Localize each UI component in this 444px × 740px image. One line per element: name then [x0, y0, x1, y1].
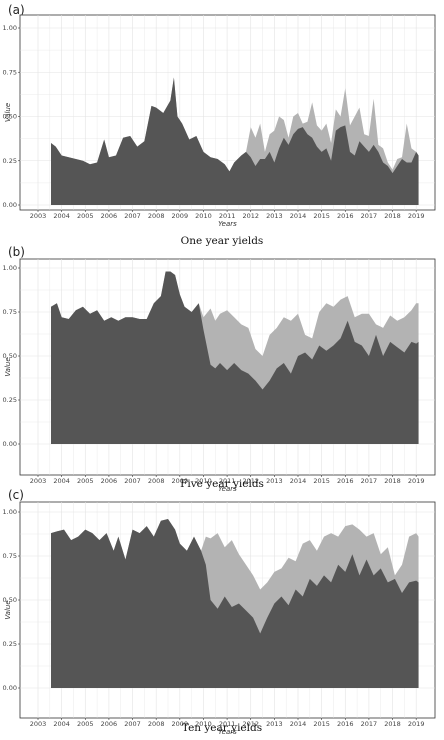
x-tick-label: 2013 — [266, 212, 283, 220]
y-axis-title: Value — [4, 357, 12, 376]
area-series-front — [51, 519, 419, 688]
area-series-front — [51, 77, 419, 205]
x-tick-label: 2010 — [195, 477, 212, 485]
panel-caption: One year yields — [181, 235, 264, 247]
x-tick-label: 2014 — [290, 477, 307, 485]
y-tick-label: 0.25 — [3, 157, 17, 165]
x-tick-label: 2013 — [266, 720, 283, 728]
x-tick-label: 2015 — [313, 477, 330, 485]
x-tick-label: 2007 — [124, 720, 141, 728]
x-tick-label: 2016 — [337, 477, 354, 485]
y-tick-label: 1.00 — [3, 508, 17, 516]
x-tick-label: 2004 — [53, 212, 70, 220]
x-axis-title: Years — [218, 485, 237, 493]
y-axis-title: Value — [4, 103, 12, 122]
x-tick-label: 2007 — [124, 477, 141, 485]
x-tick-label: 2005 — [77, 212, 94, 220]
panel-tag: (b) — [8, 245, 25, 259]
x-axis-title: Years — [218, 728, 237, 736]
panel-tag: (a) — [8, 3, 25, 17]
y-tick-label: 1.00 — [3, 264, 17, 272]
x-axis-title: Years — [218, 220, 237, 228]
x-tick-label: 2003 — [30, 212, 47, 220]
y-tick-label: 0.50 — [3, 352, 17, 360]
y-tick-label: 1.00 — [3, 24, 17, 32]
y-axis-title: Value — [4, 600, 12, 619]
x-tick-label: 2010 — [195, 720, 212, 728]
panel-caption: Ten year yields — [182, 722, 262, 734]
x-tick-label: 2014 — [290, 212, 307, 220]
x-tick-label: 2004 — [53, 477, 70, 485]
x-tick-label: 2009 — [172, 212, 189, 220]
x-tick-label: 2009 — [172, 720, 189, 728]
x-tick-label: 2019 — [408, 720, 425, 728]
x-tick-label: 2018 — [384, 477, 401, 485]
x-tick-label: 2013 — [266, 477, 283, 485]
y-tick-label: 0.50 — [3, 596, 17, 604]
x-tick-label: 2015 — [313, 212, 330, 220]
chart-panel-1: (a) 0.00 0.25 0.50 0.75 1.00 2003 2004 2005 2006 2… — [3, 3, 436, 247]
x-tick-label: 2018 — [384, 720, 401, 728]
y-tick-label: 0.75 — [3, 308, 17, 316]
x-tick-label: 2009 — [172, 477, 189, 485]
chart-panel-2: (b) 0.00 0.25 0.50 0.75 1.00 2003 2004 2005 2006 2… — [3, 245, 436, 493]
panel-caption: Five year yields — [180, 478, 264, 490]
y-tick-label: 0.00 — [3, 684, 17, 692]
x-tick-label: 2019 — [408, 477, 425, 485]
x-tick-label: 2005 — [77, 477, 94, 485]
x-tick-label: 2011 — [219, 212, 236, 220]
x-tick-label: 2005 — [77, 720, 94, 728]
x-tick-label: 2018 — [384, 212, 401, 220]
x-tick-label: 2012 — [242, 477, 259, 485]
x-tick-label: 2003 — [30, 477, 47, 485]
x-tick-label: 2004 — [53, 720, 70, 728]
x-tick-label: 2012 — [242, 212, 259, 220]
x-tick-label: 2014 — [290, 720, 307, 728]
x-tick-label: 2007 — [124, 212, 141, 220]
x-tick-label: 2008 — [148, 477, 165, 485]
y-tick-label: 0.00 — [3, 440, 17, 448]
x-tick-label: 2010 — [195, 212, 212, 220]
x-tick-label: 2008 — [148, 212, 165, 220]
x-tick-label: 2006 — [101, 477, 118, 485]
x-tick-label: 2017 — [361, 477, 378, 485]
x-tick-label: 2006 — [101, 720, 118, 728]
y-tick-label: 0.75 — [3, 68, 17, 76]
x-tick-label: 2006 — [101, 212, 118, 220]
x-tick-label: 2011 — [219, 720, 236, 728]
y-tick-label: 0.00 — [3, 201, 17, 209]
x-tick-label: 2008 — [148, 720, 165, 728]
y-tick-label: 0.75 — [3, 552, 17, 560]
panel-tag: (c) — [8, 488, 24, 502]
x-tick-label: 2017 — [361, 720, 378, 728]
chart-panel-3: (c) 0.00 0.25 0.50 0.75 1.00 2003 2004 2005 2006 2… — [3, 488, 436, 736]
y-tick-label: 0.50 — [3, 113, 17, 121]
x-tick-label: 2016 — [337, 720, 354, 728]
x-tick-label: 2017 — [361, 212, 378, 220]
x-tick-label: 2012 — [242, 720, 259, 728]
y-tick-label: 0.25 — [3, 396, 17, 404]
y-tick-label: 0.25 — [3, 640, 17, 648]
x-tick-label: 2015 — [313, 720, 330, 728]
x-tick-label: 2003 — [30, 720, 47, 728]
x-tick-label: 2016 — [337, 212, 354, 220]
area-series-front — [51, 271, 419, 444]
x-tick-label: 2011 — [219, 477, 236, 485]
x-tick-label: 2019 — [408, 212, 425, 220]
